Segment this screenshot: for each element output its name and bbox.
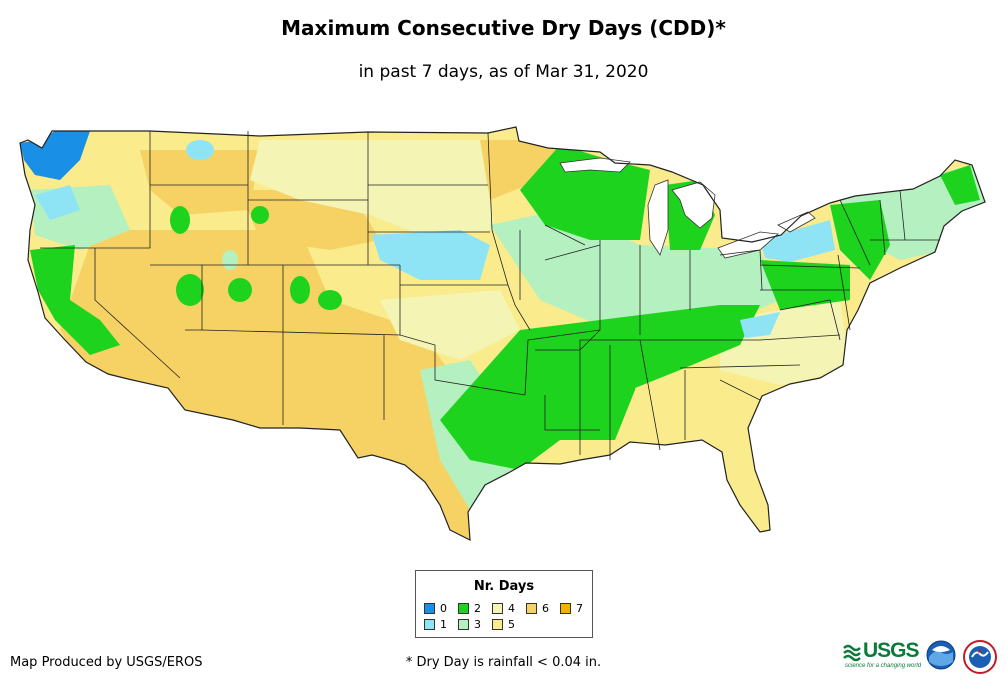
legend-item-1: 1	[424, 619, 447, 631]
legend-item-7: 7	[560, 603, 583, 615]
legend: Nr. Days 0 1 2 3 4 5 6 7	[415, 570, 593, 638]
legend-swatch	[492, 603, 503, 614]
legend-title: Nr. Days	[473, 579, 535, 594]
legend-item-5: 5	[492, 619, 515, 631]
noaa-logo-icon	[926, 640, 956, 670]
producer-credit: Map Produced by USGS/EROS	[10, 655, 203, 670]
map-title: Maximum Consecutive Dry Days (CDD)*	[281, 16, 726, 40]
usgs-logo: USGS science for a changing world	[843, 639, 922, 671]
dry-day-footnote: * Dry Day is rainfall < 0.04 in.	[405, 655, 602, 670]
legend-swatch	[458, 619, 469, 630]
usgs-wave-icon	[843, 644, 861, 662]
legend-swatch	[424, 603, 435, 614]
legend-item-6: 6	[526, 603, 549, 615]
legend-swatch	[458, 603, 469, 614]
map-subtitle: in past 7 days, as of Mar 31, 2020	[358, 62, 649, 82]
legend-swatch	[424, 619, 435, 630]
legend-item-2: 2	[458, 603, 481, 615]
legend-item-3: 3	[458, 619, 481, 631]
legend-item-4: 4	[492, 603, 515, 615]
nws-logo-icon	[963, 640, 997, 674]
us-cdd-map	[19, 126, 986, 542]
usgs-wordmark: USGS	[863, 639, 920, 662]
legend-item-0: 0	[424, 603, 447, 615]
usgs-tagline: science for a changing world	[845, 663, 922, 669]
legend-swatch	[492, 619, 503, 630]
legend-swatch	[560, 603, 571, 614]
legend-swatch	[526, 603, 537, 614]
